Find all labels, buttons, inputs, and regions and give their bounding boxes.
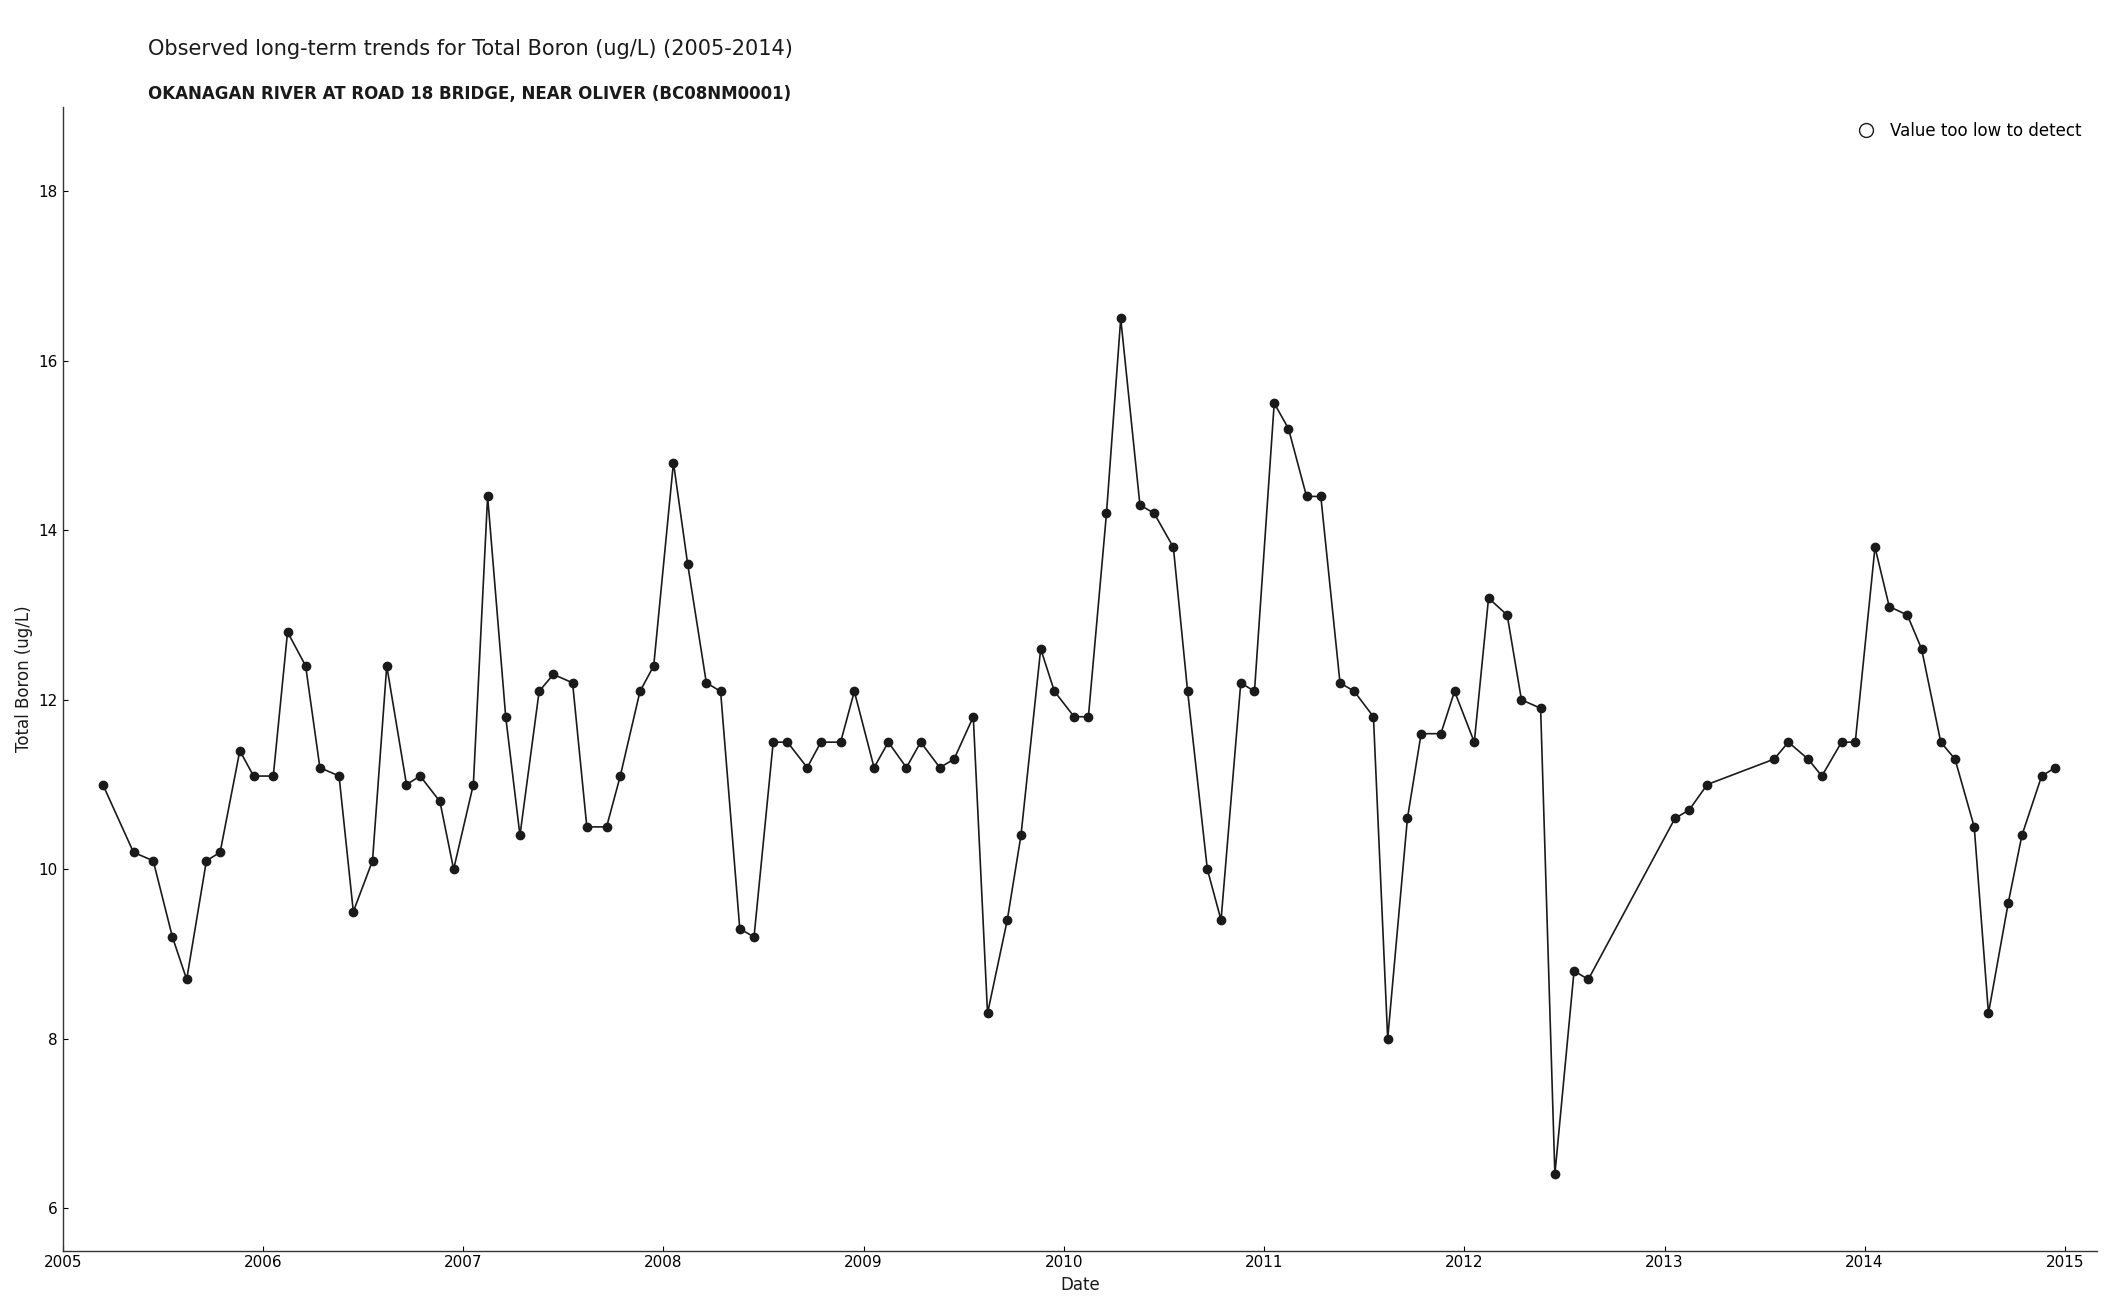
Text: Observed long-term trends for Total Boron (ug/L) (2005-2014): Observed long-term trends for Total Boro… <box>148 39 792 59</box>
Y-axis label: Total Boron (ug/L): Total Boron (ug/L) <box>15 605 34 751</box>
Text: OKANAGAN RIVER AT ROAD 18 BRIDGE, NEAR OLIVER (BC08NM0001): OKANAGAN RIVER AT ROAD 18 BRIDGE, NEAR O… <box>148 85 792 103</box>
X-axis label: Date: Date <box>1060 1276 1100 1295</box>
Legend: Value too low to detect: Value too low to detect <box>1842 115 2089 147</box>
